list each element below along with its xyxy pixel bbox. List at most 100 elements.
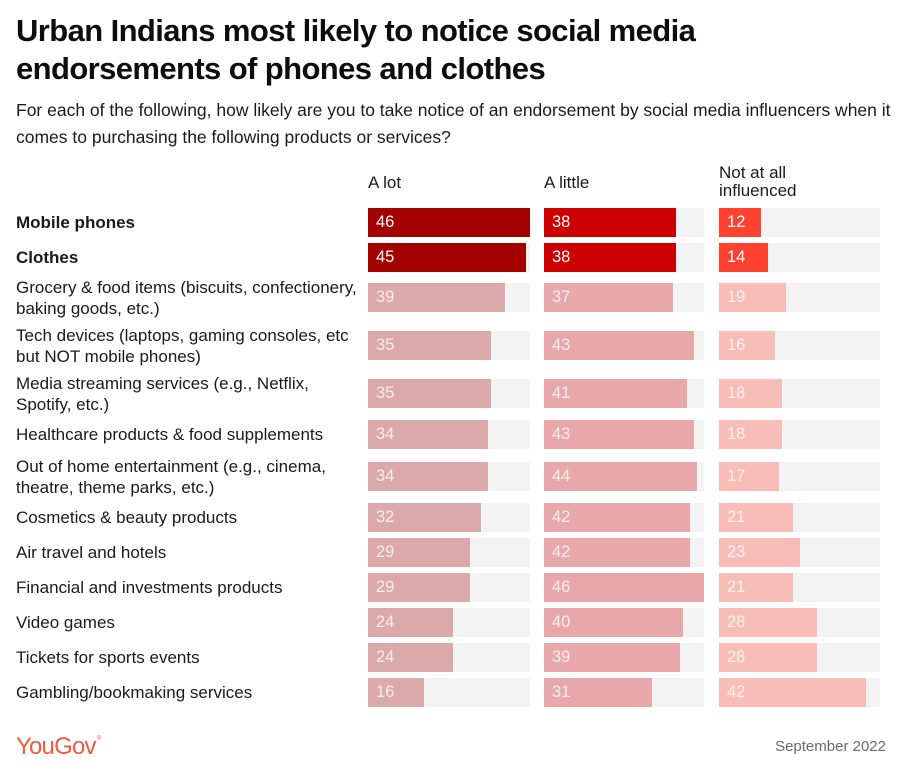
bar-a-lot: [368, 573, 471, 602]
bar-a-lot: [368, 420, 488, 449]
data-label: 29: [376, 543, 395, 561]
bar-track: 21: [719, 573, 880, 602]
bar-a-lot: [368, 283, 506, 312]
data-label: 35: [376, 384, 395, 402]
category-label: Mobile phones: [16, 213, 135, 232]
bar-not-at-all-influenced: [719, 331, 775, 360]
chart-title: Urban Indians most likely to notice soci…: [16, 13, 696, 86]
bar-a-lot: [368, 462, 488, 491]
data-label: 29: [376, 578, 395, 596]
data-label: 42: [552, 543, 571, 561]
registered-mark: ®: [96, 736, 102, 742]
bar-a-lot: [368, 243, 527, 272]
bar-a-little: [544, 462, 698, 491]
data-label: 38: [552, 213, 571, 231]
data-label: 43: [552, 425, 571, 443]
bar-a-lot: [368, 503, 481, 532]
data-label: 45: [376, 248, 395, 266]
data-label: 24: [376, 648, 395, 666]
data-label: 44: [552, 467, 571, 485]
bar-track: 16: [368, 678, 530, 707]
bar-track: 21: [719, 503, 880, 532]
logo-text: YouGov: [16, 733, 97, 760]
bar-track: 42: [544, 538, 704, 567]
bar-not-at-all-influenced: [719, 573, 793, 602]
bar-track: 29: [368, 538, 530, 567]
bar-track: 14: [719, 243, 880, 272]
data-label: 42: [727, 683, 746, 701]
bar-a-lot: [368, 208, 530, 237]
bar-a-little: [544, 331, 694, 360]
bar-not-at-all-influenced: [719, 462, 779, 491]
category-label: Clothes: [16, 248, 79, 267]
bar-a-little: [544, 208, 677, 237]
category-label: Gambling/bookmaking services: [16, 683, 253, 702]
bar-track: 42: [719, 678, 880, 707]
data-label: 18: [727, 384, 746, 402]
bar-not-at-all-influenced: [719, 283, 786, 312]
data-label: 12: [727, 213, 746, 231]
bar-track: 31: [544, 678, 704, 707]
bar-not-at-all-influenced: [719, 503, 793, 532]
category-label: Tech devices (laptops, gaming consoles, …: [16, 325, 349, 366]
bar-not-at-all-influenced: [719, 243, 768, 272]
bar-track: 34: [368, 420, 530, 449]
bar-a-little: [544, 608, 684, 637]
bar-track: 23: [719, 538, 880, 567]
data-label: 46: [376, 213, 395, 231]
data-label: 19: [727, 288, 746, 306]
category-label: Cosmetics & beauty products: [16, 508, 238, 527]
data-label: 23: [727, 543, 746, 561]
bar-not-at-all-influenced: [719, 608, 817, 637]
bar-track: 45: [368, 243, 530, 272]
bar-track: 42: [544, 503, 704, 532]
category-label: Financial and investments products: [16, 578, 283, 597]
bar-a-little: [544, 379, 687, 408]
bar-a-lot: [368, 538, 471, 567]
bar-track: 35: [368, 331, 530, 360]
bar-a-little: [544, 503, 691, 532]
data-label: 28: [727, 613, 746, 631]
bar-track: 34: [368, 462, 530, 491]
data-label: 42: [552, 508, 571, 526]
bar-track: 37: [544, 283, 704, 312]
bar-not-at-all-influenced: [719, 379, 782, 408]
bar-a-little: [544, 538, 691, 567]
bar-not-at-all-influenced: [719, 538, 800, 567]
data-label: 34: [376, 467, 395, 485]
bar-a-lot: [368, 643, 453, 672]
data-label: 16: [727, 336, 746, 354]
bar-track: 38: [544, 243, 704, 272]
data-label: 40: [552, 613, 571, 631]
bar-a-little: [544, 643, 680, 672]
data-label: 18: [727, 425, 746, 443]
bar-track: 39: [368, 283, 530, 312]
bar-a-lot: [368, 678, 425, 707]
bar-track: 32: [368, 503, 530, 532]
publication-date: September 2022: [775, 738, 886, 755]
bar-not-at-all-influenced: [719, 208, 761, 237]
category-label: Media streaming services (e.g., Netflix,…: [16, 373, 309, 414]
data-label: 17: [727, 467, 746, 485]
bar-track: 43: [544, 331, 704, 360]
data-label: 16: [376, 683, 395, 701]
data-label: 32: [376, 508, 395, 526]
bar-track: 46: [544, 573, 704, 602]
bar-track: 41: [544, 379, 704, 408]
bar-track: 40: [544, 608, 704, 637]
data-label: 39: [552, 648, 571, 666]
bar-track: 19: [719, 283, 880, 312]
bar-track: 18: [719, 379, 880, 408]
column-header-a-little: A little: [544, 173, 590, 192]
category-label: Grocery & food items (biscuits, confecti…: [16, 277, 357, 318]
category-label: Healthcare products & food supplements: [16, 425, 324, 444]
data-label: 35: [376, 336, 395, 354]
data-label: 39: [376, 288, 395, 306]
category-label: Air travel and hotels: [16, 543, 167, 562]
data-label: 21: [727, 578, 746, 596]
data-label: 41: [552, 384, 571, 402]
column-header-a-lot: A lot: [368, 173, 402, 192]
bar-track: 17: [719, 462, 880, 491]
data-label: 43: [552, 336, 571, 354]
data-label: 38: [552, 248, 571, 266]
